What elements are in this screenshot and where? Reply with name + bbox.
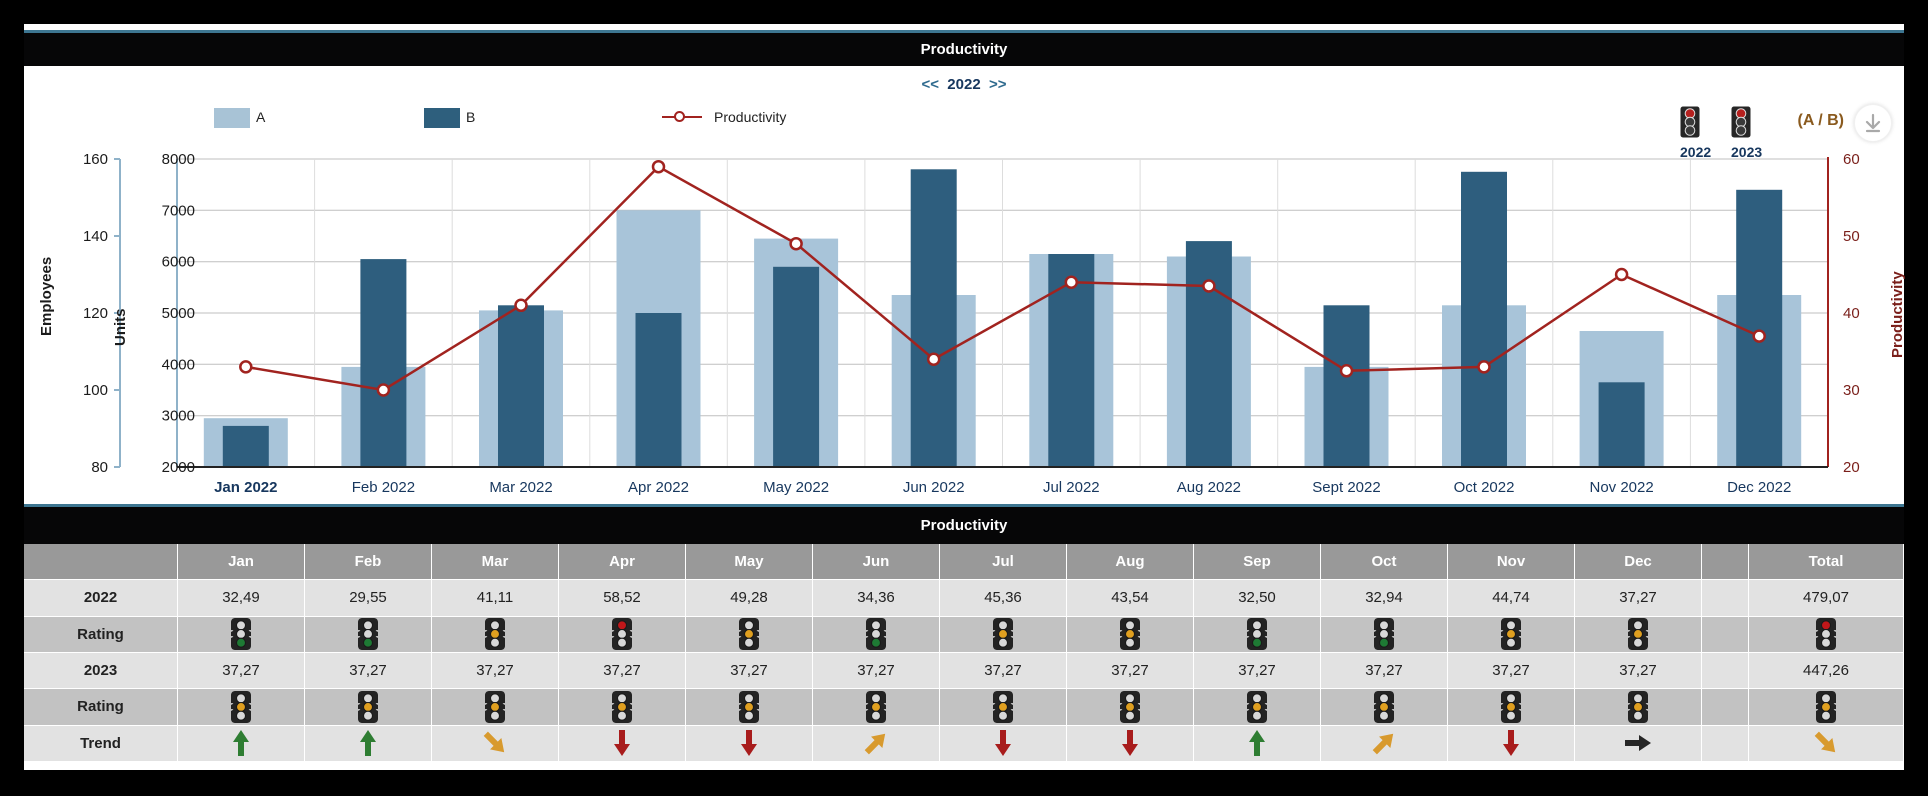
svg-text:Oct 2022: Oct 2022 — [1454, 479, 1515, 496]
svg-text:4000: 4000 — [162, 356, 195, 373]
svg-text:30: 30 — [1843, 382, 1860, 399]
svg-text:40: 40 — [1843, 305, 1860, 322]
svg-text:140: 140 — [83, 228, 108, 245]
svg-text:Jan 2022: Jan 2022 — [214, 479, 277, 496]
svg-text:20: 20 — [1843, 459, 1860, 476]
svg-text:3000: 3000 — [162, 408, 195, 425]
svg-text:50: 50 — [1843, 228, 1860, 245]
svg-text:120: 120 — [83, 305, 108, 322]
svg-text:Mar 2022: Mar 2022 — [489, 479, 552, 496]
svg-text:Sept 2022: Sept 2022 — [1312, 479, 1380, 496]
svg-text:Aug 2022: Aug 2022 — [1177, 479, 1241, 496]
svg-text:Apr 2022: Apr 2022 — [628, 479, 689, 496]
svg-text:Jun 2022: Jun 2022 — [903, 479, 965, 496]
svg-text:80: 80 — [91, 459, 108, 476]
svg-text:Feb 2022: Feb 2022 — [352, 479, 415, 496]
svg-text:100: 100 — [83, 382, 108, 399]
svg-text:7000: 7000 — [162, 202, 195, 219]
svg-text:2000: 2000 — [162, 459, 195, 476]
svg-text:6000: 6000 — [162, 254, 195, 271]
svg-text:Nov 2022: Nov 2022 — [1589, 479, 1653, 496]
svg-text:May 2022: May 2022 — [763, 479, 829, 496]
svg-text:5000: 5000 — [162, 305, 195, 322]
svg-text:Dec 2022: Dec 2022 — [1727, 479, 1791, 496]
svg-text:Jul 2022: Jul 2022 — [1043, 479, 1100, 496]
